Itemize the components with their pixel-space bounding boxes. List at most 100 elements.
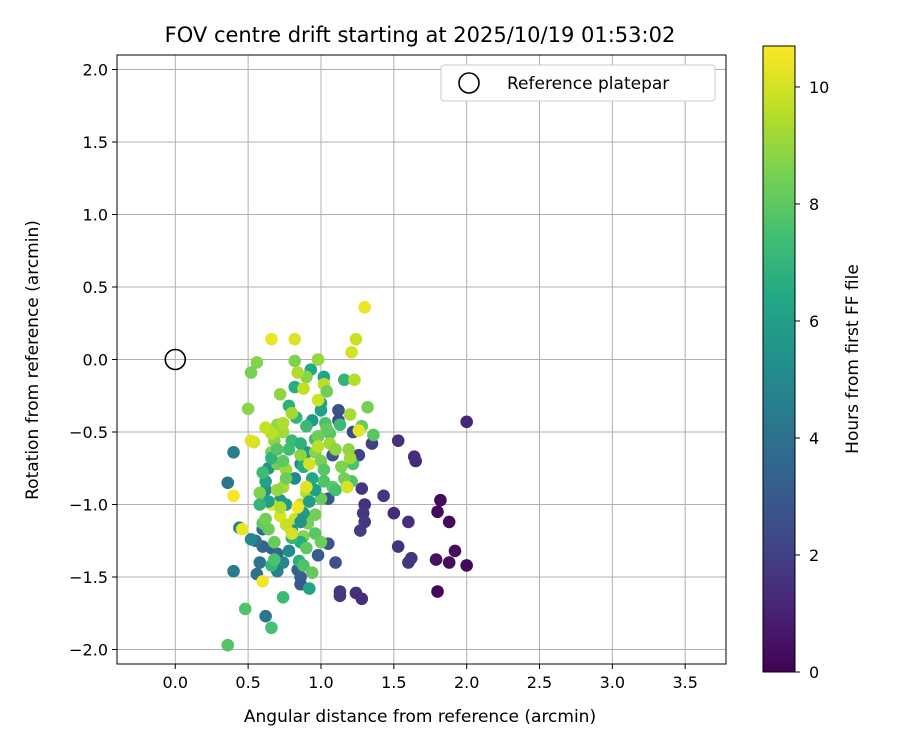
data-point	[259, 421, 272, 434]
data-point	[253, 486, 267, 500]
data-point	[431, 505, 444, 519]
data-point	[340, 480, 354, 494]
data-point	[279, 472, 293, 485]
data-point	[256, 575, 269, 588]
data-point	[300, 541, 313, 555]
data-point	[285, 527, 299, 540]
data-point	[311, 548, 325, 562]
data-point	[227, 446, 240, 459]
x-axis-ticks: 0.0 0.5 1.0 1.5 2.0 2.5 3.0 3.5	[163, 664, 698, 692]
x-tick-label: 1.0	[308, 673, 333, 692]
data-point	[282, 544, 296, 558]
data-point	[294, 448, 307, 462]
colorbar-tick-label: 2	[809, 546, 819, 565]
data-point	[361, 401, 374, 414]
data-point	[311, 393, 325, 407]
data-point	[265, 621, 278, 635]
data-point	[335, 460, 348, 474]
data-point	[256, 466, 269, 479]
x-tick-label: 3.5	[672, 673, 697, 692]
data-point	[355, 592, 369, 606]
data-point	[288, 332, 302, 346]
data-point	[308, 508, 322, 521]
data-point	[387, 506, 401, 520]
data-point	[238, 602, 252, 616]
colorbar: 0 2 4 6 8 10 Hours from first FF file	[762, 45, 863, 682]
data-point	[405, 551, 418, 565]
data-point	[285, 406, 299, 420]
data-point	[244, 533, 258, 546]
x-tick-label: 0.0	[163, 673, 188, 692]
data-point	[391, 434, 405, 448]
y-axis-label: Rotation from reference (arcmin)	[23, 220, 43, 500]
x-tick-label: 2.5	[527, 673, 552, 692]
data-point	[276, 454, 290, 468]
data-point	[333, 589, 347, 603]
data-point	[314, 535, 328, 549]
data-point	[311, 353, 325, 366]
data-point	[276, 425, 290, 439]
data-point	[300, 480, 313, 494]
data-point	[273, 388, 287, 401]
y-tick-label: 2.0	[83, 61, 108, 80]
data-point	[317, 463, 331, 477]
grid	[117, 55, 726, 664]
colorbar-tick-label: 0	[809, 663, 819, 682]
data-point	[320, 422, 334, 436]
y-tick-label: 0.0	[83, 351, 108, 370]
data-point	[241, 402, 255, 416]
data-point	[377, 489, 390, 503]
data-point	[268, 535, 281, 549]
data-point	[434, 493, 447, 507]
colorbar-label: Hours from first FF file	[843, 264, 863, 454]
data-point	[349, 332, 363, 346]
y-tick-label: −2.0	[69, 641, 108, 660]
data-point	[297, 382, 310, 395]
legend: Reference platepar	[440, 64, 716, 102]
colorbar-tick-label: 8	[809, 195, 819, 214]
y-tick-label: 1.0	[83, 206, 108, 225]
data-point	[227, 564, 240, 578]
data-point	[343, 451, 357, 465]
data-point	[343, 408, 357, 421]
y-tick-label: 0.5	[83, 278, 108, 297]
data-point	[227, 489, 240, 503]
data-point	[250, 356, 264, 369]
x-tick-label: 3.0	[600, 673, 625, 692]
data-point	[259, 512, 272, 526]
y-tick-label: −0.5	[69, 423, 108, 442]
data-point	[329, 443, 342, 456]
data-point	[294, 515, 307, 529]
data-point	[431, 585, 444, 598]
data-point	[291, 501, 304, 514]
data-point	[270, 483, 284, 497]
data-point	[332, 403, 345, 417]
data-point	[429, 553, 443, 566]
reference-marker-layer	[164, 348, 187, 371]
data-point	[402, 515, 415, 529]
data-point	[352, 424, 366, 437]
data-point	[391, 540, 405, 553]
data-point	[320, 385, 334, 398]
data-point	[303, 457, 316, 471]
y-axis-ticks: 2.0 1.5 1.0 0.5 0.0 −0.5 −1.0 −1.5 −2.0	[69, 61, 117, 660]
reference-marker	[164, 348, 187, 371]
data-point	[305, 566, 319, 579]
data-point	[253, 498, 267, 511]
legend-marker-reference	[458, 72, 480, 94]
data-point	[291, 366, 304, 379]
data-point	[288, 354, 302, 368]
data-point	[273, 501, 287, 514]
data-point	[345, 345, 358, 359]
data-point	[337, 373, 351, 387]
data-point	[333, 418, 347, 432]
data-point	[262, 522, 275, 536]
data-point	[253, 556, 267, 569]
data-point	[354, 524, 367, 537]
data-point	[358, 301, 371, 314]
x-tick-label: 0.5	[235, 673, 260, 692]
y-tick-label: −1.0	[69, 496, 108, 515]
data-point	[259, 609, 272, 623]
x-tick-label: 1.5	[381, 673, 406, 692]
